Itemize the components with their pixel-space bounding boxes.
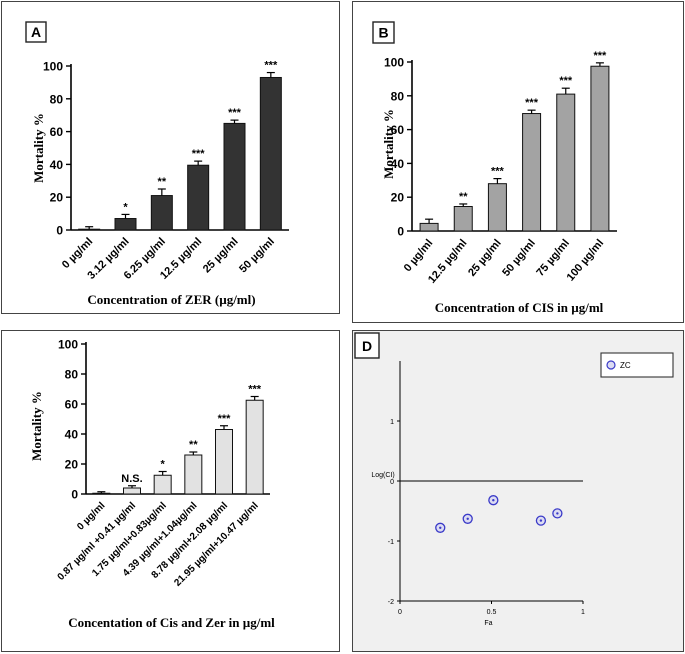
significance-label: *	[123, 201, 128, 213]
y-tick-label: -2	[388, 599, 394, 606]
significance-label: N.S.	[121, 473, 142, 485]
x-axis-title: Concentration of ZER (µg/ml)	[87, 292, 255, 307]
x-tick-label: 25 µg/ml	[466, 237, 504, 279]
panel-label-box	[25, 21, 47, 43]
panel-label-box	[372, 21, 395, 44]
significance-label: ***	[559, 75, 573, 87]
legend-label: ZC	[620, 361, 631, 370]
y-tick-label: 40	[65, 428, 79, 442]
y-axis-title: Mortality %	[381, 109, 396, 179]
panel-label: A	[31, 24, 41, 40]
x-axis-title: Concentation of Cis and Zer in µg/ml	[68, 615, 275, 630]
significance-label: ***	[264, 60, 278, 72]
y-tick-label: 20	[50, 191, 64, 205]
x-axis-title: Fa	[484, 620, 492, 627]
significance-label: **	[158, 176, 167, 188]
panel-label-box	[354, 332, 380, 359]
bar	[419, 222, 439, 232]
y-tick-label: 80	[65, 368, 79, 382]
bar	[556, 93, 576, 232]
y-tick-label: 60	[391, 123, 405, 137]
bar	[245, 399, 264, 495]
bar	[150, 195, 173, 231]
y-tick-label: 40	[391, 157, 405, 171]
data-point-center	[439, 526, 442, 529]
y-axis-title: Log(CI)	[371, 472, 394, 479]
x-tick-label: 0 µg/ml	[60, 236, 95, 271]
data-point-center	[492, 499, 495, 502]
y-tick-label: 40	[50, 158, 64, 172]
significance-label: **	[459, 191, 468, 203]
bar	[153, 474, 172, 495]
data-point-center	[539, 519, 543, 522]
bar	[123, 487, 141, 495]
significance-label: ***	[218, 413, 232, 425]
bar	[187, 164, 210, 231]
significance-label: ***	[491, 166, 505, 178]
x-axis-title: Concentration of CIS in µg/ml	[435, 300, 604, 315]
y-tick-label: 0	[56, 224, 63, 238]
bar	[453, 205, 473, 232]
y-tick-label: 100	[43, 60, 63, 74]
y-tick-label: 60	[65, 398, 79, 412]
y-tick-label: 80	[391, 89, 405, 103]
x-tick-label: 50 µg/ml	[237, 236, 277, 276]
significance-label: ***	[192, 148, 206, 160]
bar	[487, 183, 507, 232]
significance-label: ***	[248, 384, 262, 396]
y-tick-label: 0	[390, 479, 394, 486]
panel-label: D	[362, 338, 372, 354]
data-point-center	[556, 512, 559, 515]
legend-box	[600, 352, 674, 378]
legend-marker	[606, 360, 616, 370]
significance-label: *	[161, 459, 166, 471]
x-tick-label: 0	[398, 609, 402, 616]
significance-label: ***	[525, 97, 539, 109]
bar	[184, 454, 203, 495]
bar	[590, 65, 610, 232]
chart-panel-a: A 0 20 40 60 80 100 0 µg/ml * 3.12 µg/ml ** 6.25 µg…	[1, 1, 340, 314]
x-tick-label: 0.5	[487, 609, 497, 616]
y-tick-label: 100	[58, 338, 78, 352]
bar	[522, 113, 542, 232]
x-tick-label: 0 µg/ml	[402, 237, 436, 274]
significance-label: **	[189, 439, 198, 451]
significance-label: ***	[228, 107, 242, 119]
y-tick-label: 0	[71, 488, 78, 502]
chart-panel-c: 0 20 40 60 80 100 0 µg/ml N.S. 0.87 µg/ml +0.41 …	[1, 330, 340, 652]
x-tick-label: 1	[581, 609, 585, 616]
chart-panel-d: D 1 0 -1 -2 0 0.5 1 Log(CI) Fa ZC	[352, 330, 684, 652]
bar	[215, 429, 233, 495]
bar	[223, 122, 246, 231]
y-tick-label: 0	[397, 225, 404, 239]
y-tick-label: 80	[50, 92, 64, 106]
bar	[92, 492, 111, 495]
chart-svg: D 1 0 -1 -2 0 0.5 1 Log(CI) Fa ZC	[354, 332, 674, 627]
chart-panel-b: B 0 20 40 60 80 100 0 µg/ml ** 12.5 µg/ml *** 25 µg…	[352, 1, 684, 323]
y-tick-label: 20	[391, 191, 405, 205]
x-tick-label: 25 µg/ml	[201, 236, 241, 276]
y-tick-label: 100	[384, 56, 404, 70]
y-tick-label: 1	[390, 419, 394, 426]
data-point-center	[466, 517, 469, 520]
significance-label: ***	[593, 50, 607, 62]
bar	[114, 218, 137, 231]
y-tick-label: -1	[388, 539, 394, 546]
y-axis-title: Mortality %	[29, 391, 44, 461]
y-tick-label: 60	[50, 125, 64, 139]
bar	[78, 228, 101, 231]
y-tick-label: 20	[65, 458, 79, 472]
y-axis-title: Mortality %	[31, 113, 46, 183]
x-tick-label: 50 µg/ml	[500, 237, 538, 279]
bar	[259, 76, 282, 231]
panel-label: B	[378, 25, 388, 41]
